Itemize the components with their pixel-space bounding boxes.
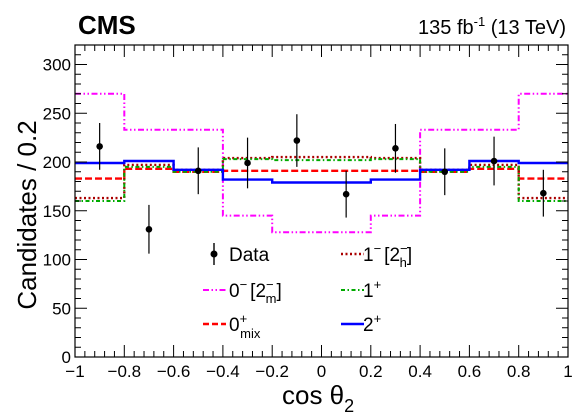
data-point-9: [540, 189, 547, 197]
y-tick-label-6: 300: [43, 56, 71, 75]
experiment-label: CMS: [78, 10, 136, 40]
data-point-3: [244, 159, 251, 167]
y-axis-title: Candidates / 0.2: [12, 120, 42, 309]
x-tick-label-5: 0: [317, 362, 326, 381]
legend-entry-0mix: 0+ mix: [203, 311, 261, 341]
legend-entry-1plus: 1+: [341, 277, 381, 302]
y-tick-label-0: 0: [62, 348, 71, 367]
x-tick-label-7: 0.4: [408, 362, 432, 381]
data-point-6: [392, 145, 399, 152]
y-tick-label-1: 50: [52, 299, 71, 318]
legend-2plus-label: 2+: [363, 311, 381, 336]
data-point-0: [96, 143, 103, 150]
data-point-7: [441, 168, 449, 176]
x-tick-label-6: 0.2: [359, 362, 383, 381]
series-line-1: [75, 167, 568, 180]
y-tick-label-4: 200: [43, 153, 71, 172]
energy-value: (13 TeV): [485, 17, 566, 39]
data-point-5: [342, 190, 350, 198]
x-tick-label-2: −0.6: [157, 362, 191, 381]
legend-0minus-label: 0− [2− m]: [229, 277, 282, 306]
legend-data-marker: [210, 250, 218, 258]
x-axis-title-sub: 2: [344, 396, 354, 416]
x-tick-label-3: −0.4: [206, 362, 240, 381]
legend-entry-1minus: 1− [2− h]: [341, 241, 412, 270]
y-tick-label-2: 100: [43, 251, 71, 270]
axes-layer: −1 −0.8 −0.6 −0.4 −0.2 0 0.2 0.4 0.6 0.8 1 0 50 100 15…: [43, 44, 573, 381]
data-point-1: [145, 225, 153, 233]
lumi-value: 135 fb: [418, 17, 474, 39]
legend-entry-0minus: 0− [2− m]: [203, 277, 282, 306]
x-tick-label-4: −0.2: [255, 362, 289, 381]
series-line-4: [75, 159, 568, 184]
data-point-8: [490, 157, 498, 165]
series-line-0: [75, 92, 568, 234]
x-tick-label-8: 0.6: [458, 362, 482, 381]
legend-entry-2plus: 2+: [341, 311, 381, 336]
plot-frame: [74, 44, 569, 358]
x-tick-label-9: 0.8: [507, 362, 531, 381]
data-layer: [96, 114, 547, 254]
y-tick-label-5: 250: [43, 104, 71, 123]
x-tick-label-10: 1: [563, 362, 572, 381]
legend-0mix-label: 0+ mix: [229, 311, 261, 341]
legend-1minus-label: 1− [2− h]: [363, 241, 412, 270]
series-layer: [75, 92, 568, 234]
x-axis-title-main: cos θ: [282, 380, 344, 410]
legend-1plus-label: 1+: [363, 277, 381, 302]
x-tick-label-0: −1: [65, 362, 84, 381]
data-point-4: [293, 137, 301, 144]
data-point-2: [194, 167, 202, 175]
y-tick-label-3: 150: [43, 202, 71, 221]
legend-data-label: Data: [229, 245, 270, 266]
x-axis-title: cos θ2: [282, 380, 354, 416]
legend-entry-data: Data: [210, 243, 270, 266]
legend: Data 1− [2− h] 0− [2− m] 1+ 0+ mix 2+: [203, 241, 412, 341]
x-tick-label-1: −0.8: [108, 362, 142, 381]
lumi-exponent: -1: [474, 14, 486, 29]
luminosity-label: 135 fb-1 (13 TeV): [418, 14, 566, 39]
